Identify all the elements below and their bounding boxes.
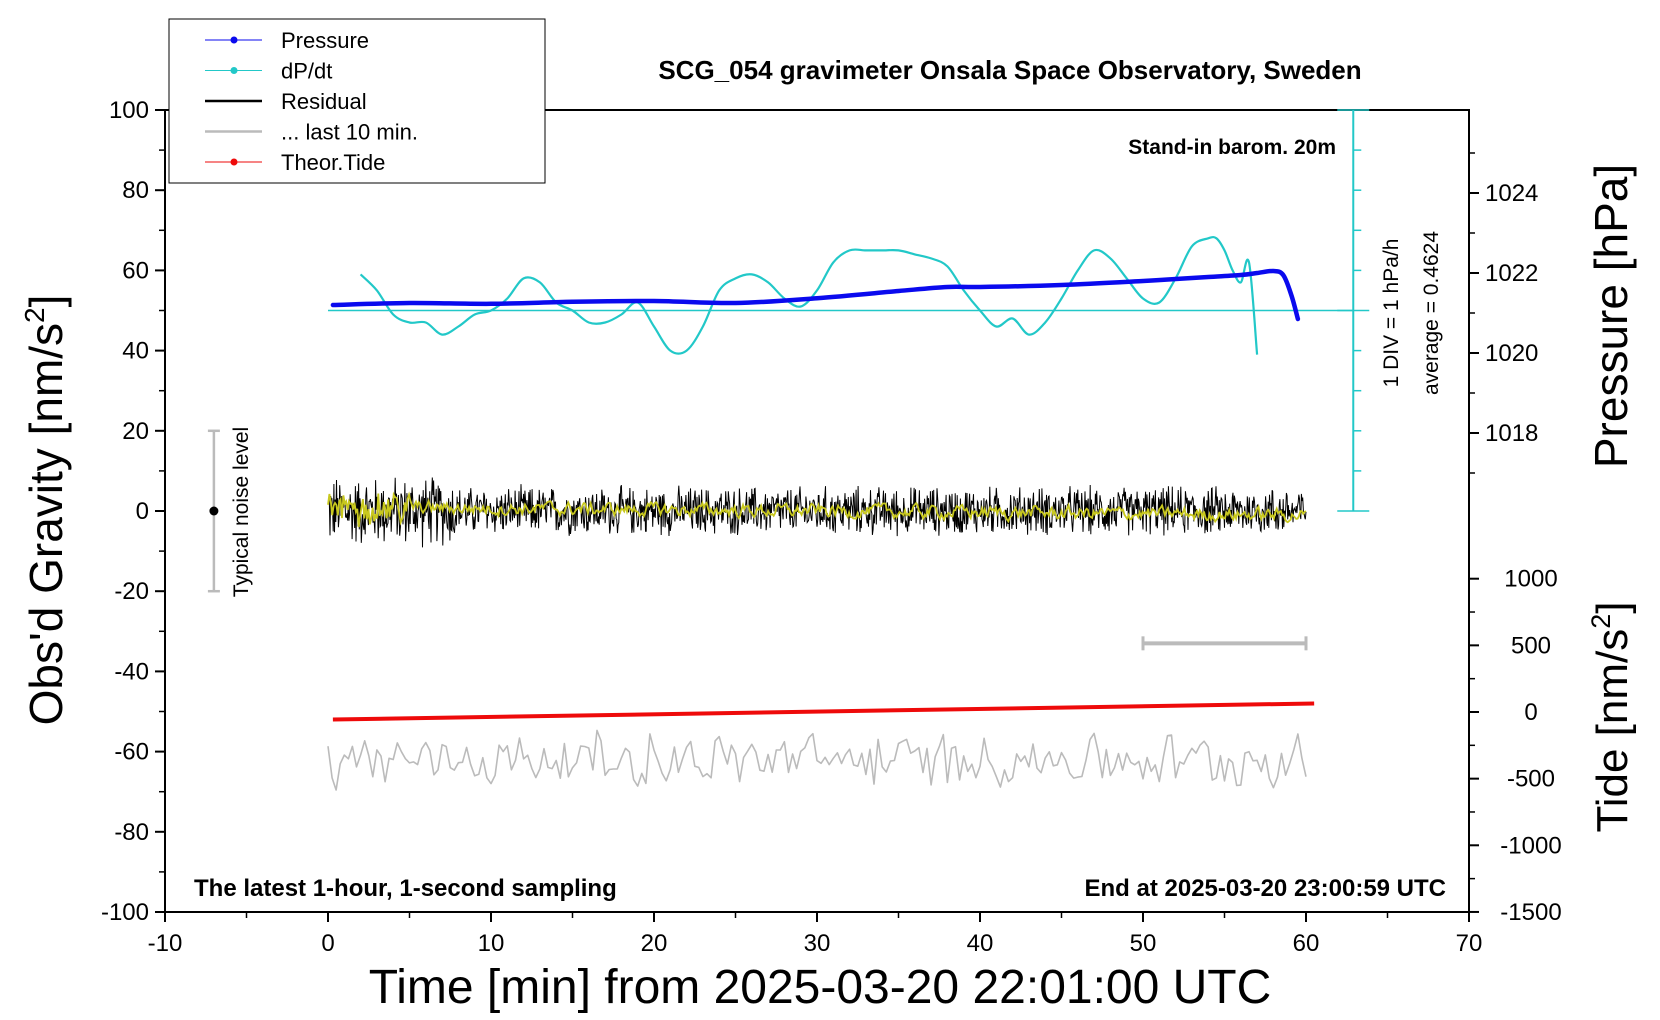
legend-label: Pressure (281, 28, 369, 53)
tide-tick-label: -1500 (1500, 899, 1561, 926)
x-axis-ticks: -10 0 10 20 30 40 50 60 70 (148, 912, 1483, 957)
legend-swatch-dot (230, 67, 238, 74)
tide-axis-ticks: -1500 -1000 -500 0 500 1000 (1469, 566, 1562, 926)
tide-tick-label: 0 (1524, 699, 1537, 726)
legend-label: ... last 10 min. (281, 120, 418, 145)
y-axis-label-end: ] (20, 295, 72, 308)
noise-bar-center (209, 506, 219, 516)
y-tick-label: 60 (122, 257, 149, 284)
pressure-tick-label: 1024 (1485, 180, 1538, 207)
x-axis-label: Time [min] from 2025-03-20 22:01:00 UTC (369, 961, 1272, 1014)
series-layer (207, 235, 1354, 791)
y-tick-label: 20 (122, 418, 149, 445)
footer-right: End at 2025-03-20 23:00:59 UTC (1085, 875, 1447, 902)
y-tick-label: 0 (136, 498, 149, 525)
y-tick-label: -60 (114, 739, 149, 766)
pressure-line (330, 268, 1301, 322)
tide-tick-label: 1000 (1504, 566, 1557, 593)
x-tick-label: -10 (148, 930, 183, 957)
tide-axis-label-superscript: 2 (1586, 614, 1616, 629)
dpdt-scale-axis (1337, 109, 1370, 512)
x-tick-label: 10 (478, 930, 505, 957)
y-tick-label: 80 (122, 177, 149, 204)
y-tick-label: 100 (109, 97, 149, 124)
x-tick-label: 0 (321, 930, 334, 957)
pressure-tick-label: 1020 (1485, 340, 1538, 367)
legend-label: Residual (281, 89, 367, 114)
footer-left: The latest 1-hour, 1-second sampling (194, 875, 617, 902)
div-note: 1 DIV = 1 hPa/h (1380, 239, 1403, 388)
tide-axis-label-end: ] (1588, 601, 1637, 613)
theor-tide-line (332, 701, 1315, 722)
tide-tick-label: 500 (1511, 632, 1551, 659)
pressure-tick-label: 1018 (1485, 420, 1538, 447)
x-tick-label: 60 (1293, 930, 1320, 957)
legend-label: dP/dt (281, 59, 332, 84)
y-axis-label-text: Obs'd Gravity [nm/s (20, 323, 72, 725)
x-tick-label: 70 (1456, 930, 1483, 957)
tide-axis-label-text: Tide [nm/s (1588, 629, 1637, 833)
y-tick-label: -80 (114, 819, 149, 846)
dpdt-line (359, 235, 1259, 355)
y-axis-label: Obs'd Gravity [nm/s2] (19, 295, 72, 726)
legend-swatch-dot (230, 158, 238, 166)
last-10-min-line (327, 729, 1307, 791)
chart-title: SCG_054 gravimeter Onsala Space Observat… (658, 55, 1361, 85)
tide-tick-label: -1000 (1500, 832, 1561, 859)
residual-line (327, 477, 1307, 548)
noise-note: Typical noise level (230, 427, 253, 597)
x-tick-label: 40 (967, 930, 994, 957)
y-axis-ticks: -100 -80 -60 -40 -20 0 20 40 60 80 100 (101, 97, 165, 926)
y-tick-label: -20 (114, 578, 149, 605)
legend-swatch-dot (230, 36, 238, 44)
residual-filtered-line (327, 491, 1307, 528)
y-axis-label-superscript: 2 (19, 307, 50, 323)
barometer-note: Stand-in barom. 20m (1128, 136, 1336, 159)
legend: Pressure dP/dt Residual ... last 10 min. The… (168, 18, 546, 184)
pressure-axis-label: Pressure [hPa] (1585, 164, 1637, 468)
x-tick-label: 50 (1130, 930, 1157, 957)
y-tick-label: 40 (122, 338, 149, 365)
tide-axis-label: Tide [nm/s2] (1586, 601, 1637, 832)
x-tick-label: 20 (641, 930, 668, 957)
y-tick-label: -40 (114, 658, 149, 685)
average-note: average = 0.4624 (1420, 231, 1443, 395)
x-tick-label: 30 (804, 930, 831, 957)
pressure-axis-ticks: 1018 1020 1022 1024 (1469, 152, 1538, 474)
legend-label: Theor.Tide (281, 150, 385, 175)
pressure-tick-label: 1022 (1485, 260, 1538, 287)
y-tick-label: -100 (101, 899, 149, 926)
tide-tick-label: -500 (1507, 766, 1555, 793)
